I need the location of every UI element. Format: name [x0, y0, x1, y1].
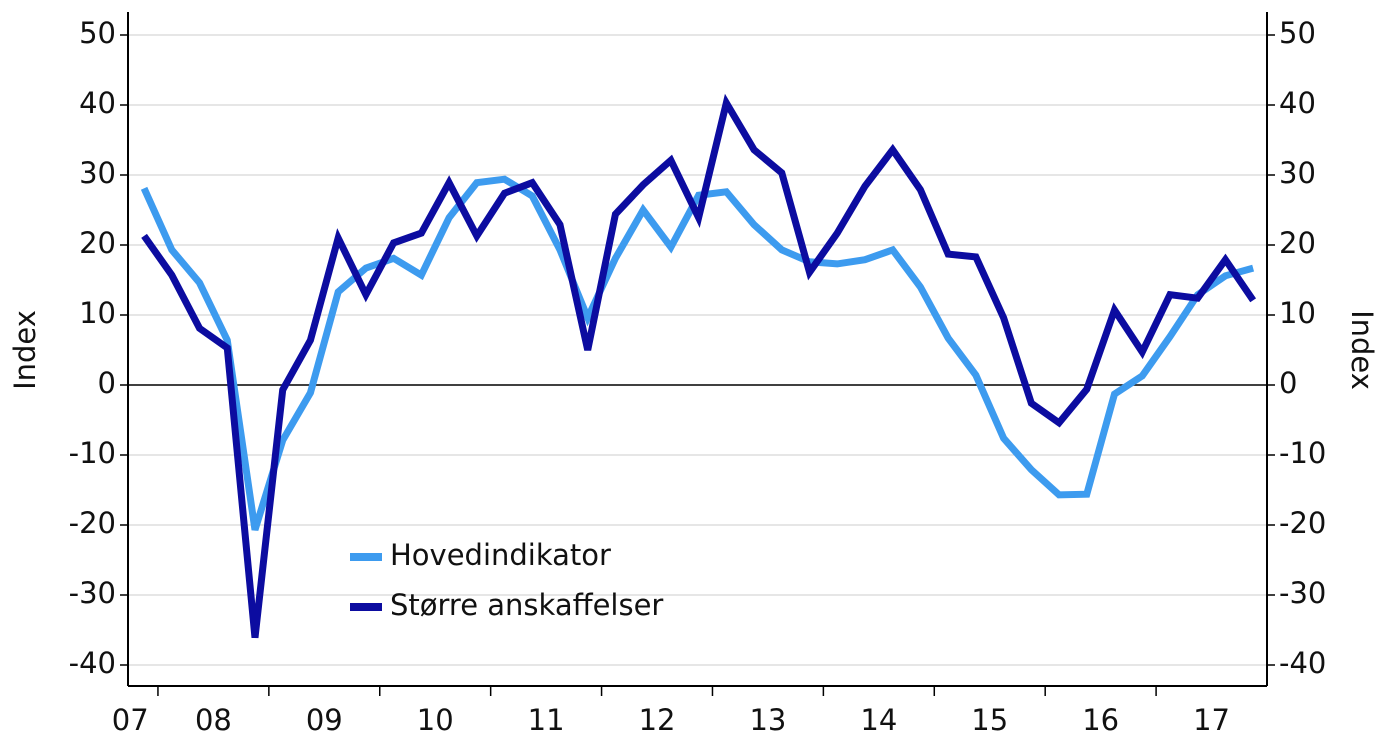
legend-label: Hovedindikator: [390, 538, 611, 572]
y2-tick-label: -20: [1279, 506, 1326, 540]
y2-tick-label: 40: [1279, 86, 1316, 120]
y-tick-label: 10: [79, 296, 116, 330]
x-tick-label: 14: [860, 703, 897, 737]
y2-axis-label: Index: [1345, 310, 1379, 390]
y2-tick-label: 30: [1279, 156, 1316, 190]
y2-tick-label: 10: [1279, 296, 1316, 330]
y-tick-label: 40: [79, 86, 116, 120]
y2-tick-label: 20: [1279, 226, 1316, 260]
y-tick-label: -10: [69, 436, 116, 470]
y2-tick-label: 0: [1279, 366, 1297, 400]
y-tick-label: -30: [69, 576, 116, 610]
series-line: [141, 93, 1257, 639]
x-tick-label: 13: [749, 703, 786, 737]
x-tick-label: 07: [112, 703, 149, 737]
y2-tick-label: -30: [1279, 576, 1326, 610]
y-tick-label: -40: [69, 646, 116, 680]
x-tick-label: 15: [971, 703, 1008, 737]
y-tick-label: 0: [98, 366, 116, 400]
x-tick-label: 10: [417, 703, 454, 737]
y-tick-label: 20: [79, 226, 116, 260]
x-tick-label: 09: [306, 703, 343, 737]
x-tick-label: 17: [1193, 703, 1230, 737]
x-tick-label: 12: [639, 703, 676, 737]
x-tick-label: 16: [1082, 703, 1119, 737]
y2-tick-label: -10: [1279, 436, 1326, 470]
y-tick-label: 50: [79, 16, 116, 50]
y2-tick-label: -40: [1279, 646, 1326, 680]
y-axis-label: Index: [8, 310, 42, 390]
legend-label: Større anskaffelser: [390, 588, 663, 622]
x-tick-label: 11: [528, 703, 565, 737]
y-tick-label: -20: [69, 506, 116, 540]
series-line: [140, 175, 1255, 531]
y2-tick-label: 50: [1279, 16, 1316, 50]
x-tick-label: 08: [195, 703, 232, 737]
y-tick-label: 30: [79, 156, 116, 190]
